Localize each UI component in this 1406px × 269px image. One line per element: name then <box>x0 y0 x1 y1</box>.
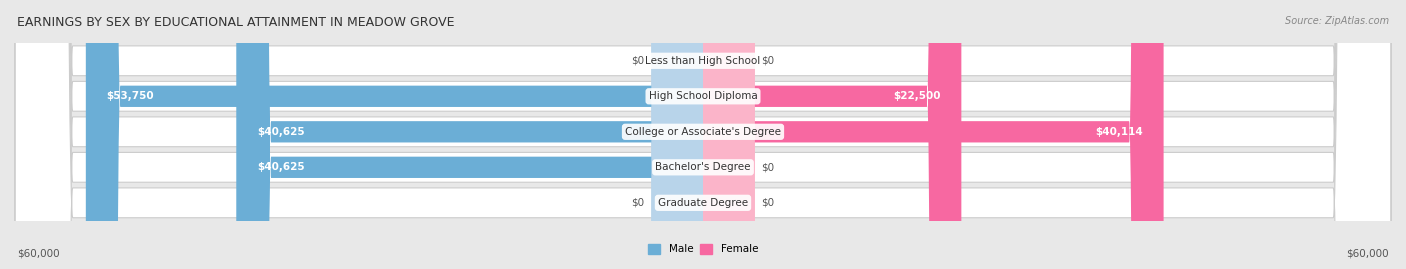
Text: Less than High School: Less than High School <box>645 56 761 66</box>
Text: $40,625: $40,625 <box>257 162 305 172</box>
Text: $0: $0 <box>762 198 775 208</box>
FancyBboxPatch shape <box>703 0 755 269</box>
Text: $22,500: $22,500 <box>893 91 941 101</box>
FancyBboxPatch shape <box>15 0 1391 269</box>
FancyBboxPatch shape <box>86 0 703 269</box>
FancyBboxPatch shape <box>703 0 755 269</box>
FancyBboxPatch shape <box>236 0 703 269</box>
Text: $40,114: $40,114 <box>1095 127 1143 137</box>
Text: EARNINGS BY SEX BY EDUCATIONAL ATTAINMENT IN MEADOW GROVE: EARNINGS BY SEX BY EDUCATIONAL ATTAINMEN… <box>17 16 454 29</box>
Text: High School Diploma: High School Diploma <box>648 91 758 101</box>
Text: Source: ZipAtlas.com: Source: ZipAtlas.com <box>1285 16 1389 26</box>
Legend: Male, Female: Male, Female <box>648 244 758 254</box>
Text: $0: $0 <box>762 162 775 172</box>
Text: $60,000: $60,000 <box>1347 248 1389 258</box>
FancyBboxPatch shape <box>15 0 1391 269</box>
Text: $53,750: $53,750 <box>107 91 155 101</box>
FancyBboxPatch shape <box>15 0 1391 269</box>
FancyBboxPatch shape <box>703 0 1164 269</box>
Text: Graduate Degree: Graduate Degree <box>658 198 748 208</box>
Text: $0: $0 <box>631 56 644 66</box>
Text: $0: $0 <box>631 198 644 208</box>
Text: Bachelor's Degree: Bachelor's Degree <box>655 162 751 172</box>
FancyBboxPatch shape <box>15 0 1391 269</box>
FancyBboxPatch shape <box>236 0 703 269</box>
FancyBboxPatch shape <box>651 0 703 269</box>
FancyBboxPatch shape <box>703 0 962 269</box>
FancyBboxPatch shape <box>15 0 1391 269</box>
FancyBboxPatch shape <box>703 0 755 269</box>
Text: $60,000: $60,000 <box>17 248 59 258</box>
Text: College or Associate's Degree: College or Associate's Degree <box>626 127 780 137</box>
FancyBboxPatch shape <box>651 0 703 269</box>
Text: $0: $0 <box>762 56 775 66</box>
Text: $40,625: $40,625 <box>257 127 305 137</box>
